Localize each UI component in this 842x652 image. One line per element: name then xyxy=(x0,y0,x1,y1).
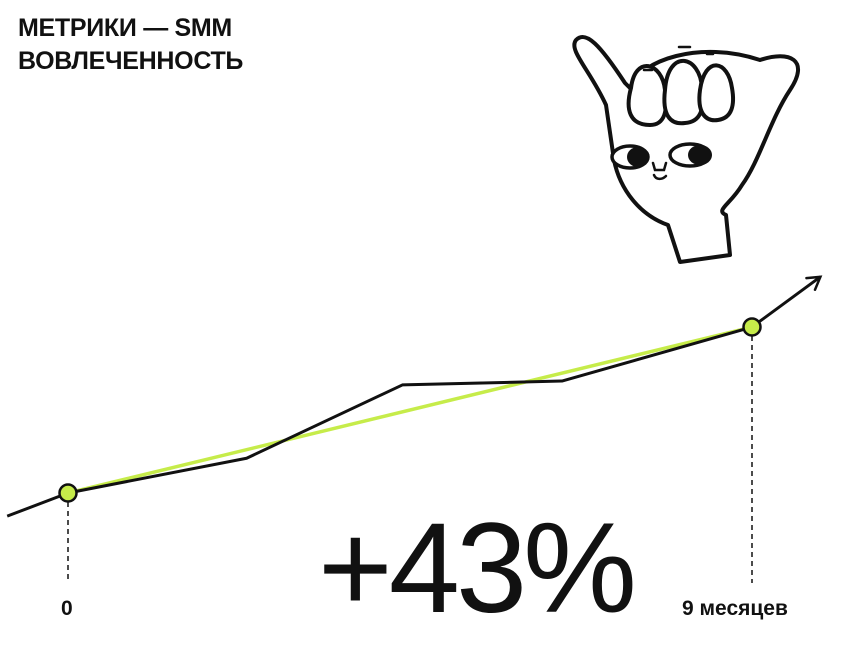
x-tick-label-end: 9 месяцев xyxy=(682,597,788,620)
data-point-marker-0 xyxy=(58,483,78,503)
x-tick-label-start: 0 xyxy=(61,597,73,620)
arrow-head-icon xyxy=(805,275,823,292)
page-title: МЕТРИКИ — SMM ВОВЛЕЧЕННОСТЬ xyxy=(18,12,243,78)
trend-line xyxy=(67,325,753,495)
growth-value: +43% xyxy=(318,497,637,640)
title-line-1: МЕТРИКИ — SMM xyxy=(18,14,232,42)
engagement-line xyxy=(6,275,822,518)
title-line-2: ВОВЛЕЧЕННОСТЬ xyxy=(18,47,244,75)
data-point-marker-1 xyxy=(742,317,762,337)
